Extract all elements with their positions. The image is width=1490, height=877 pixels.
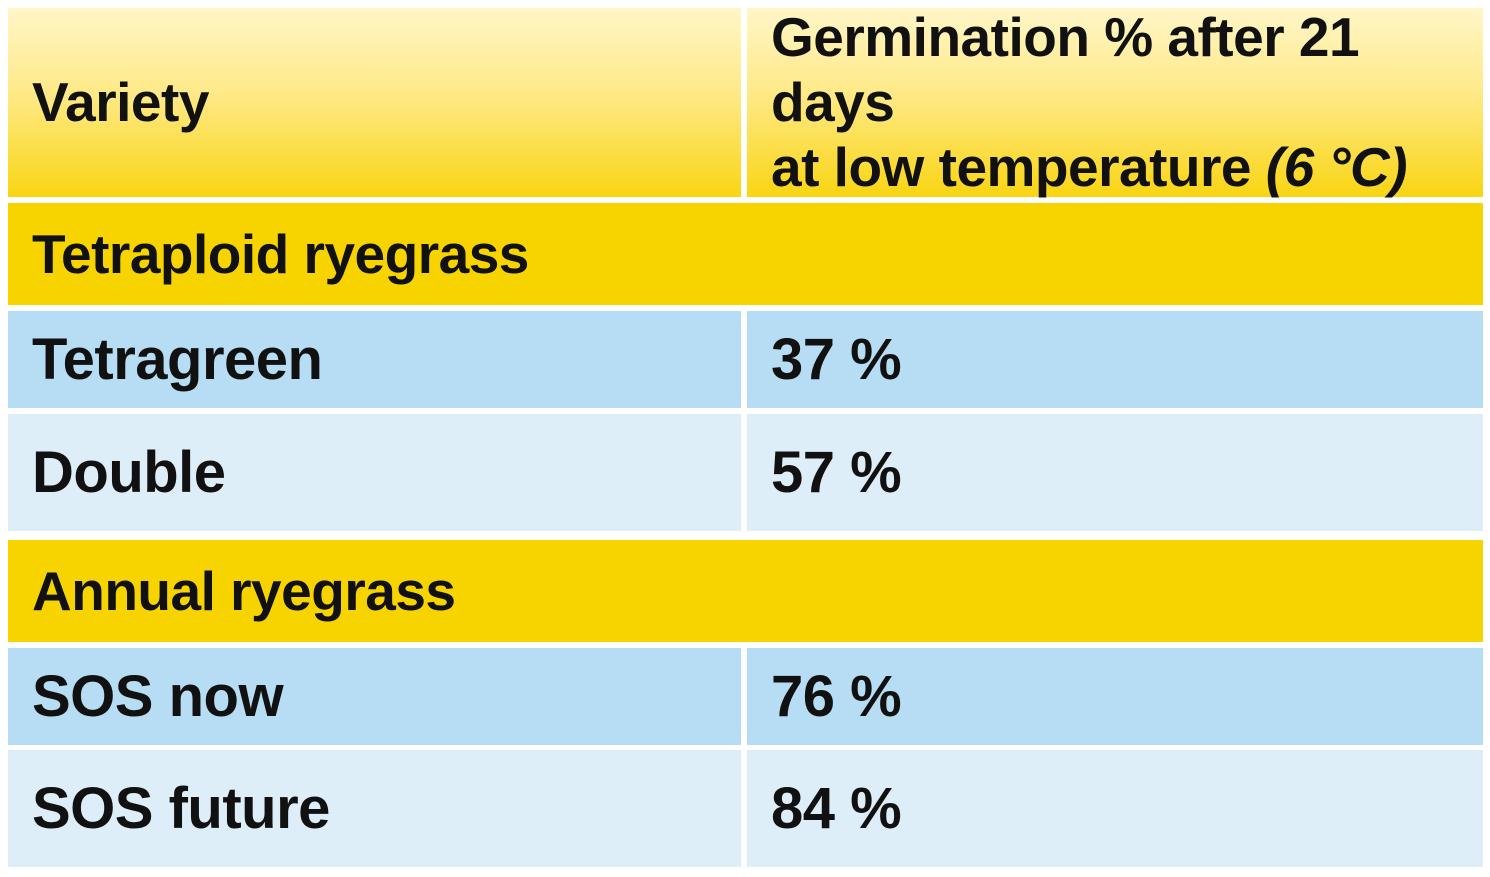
- germination-value: 57 %: [771, 440, 902, 505]
- header-variety-label: Variety: [32, 71, 209, 134]
- variety-cell: Double: [8, 414, 741, 531]
- germination-value: 37 %: [771, 327, 902, 392]
- germination-value: 84 %: [771, 776, 902, 841]
- variety-cell: SOS future: [8, 750, 741, 867]
- header-germination-temperature: (6 °C): [1265, 135, 1408, 198]
- germination-cell: 37 %: [747, 311, 1483, 408]
- variety-cell: SOS now: [8, 648, 741, 745]
- group-label: Annual ryegrass: [32, 560, 456, 622]
- header-variety: Variety: [8, 8, 741, 197]
- variety-label: Tetragreen: [32, 327, 323, 392]
- variety-label: SOS now: [32, 664, 284, 729]
- germination-value: 76 %: [771, 664, 902, 729]
- germination-cell: 84 %: [747, 750, 1483, 867]
- header-germination-line-2: at low temperature: [771, 135, 1266, 198]
- germination-cell: 76 %: [747, 648, 1483, 745]
- header-germination-label: Germination % after 21 days at low tempe…: [771, 5, 1483, 200]
- variety-cell: Tetragreen: [8, 311, 741, 408]
- germination-cell: 57 %: [747, 414, 1483, 531]
- header-germination: Germination % after 21 days at low tempe…: [747, 5, 1483, 200]
- group-row: Tetraploid ryegrass: [8, 203, 1483, 305]
- group-label: Tetraploid ryegrass: [32, 223, 529, 285]
- group-row: Annual ryegrass: [8, 540, 1483, 642]
- variety-label: SOS future: [32, 776, 330, 841]
- variety-label: Double: [32, 440, 226, 505]
- header-germination-line-1: Germination % after 21 days: [771, 6, 1360, 134]
